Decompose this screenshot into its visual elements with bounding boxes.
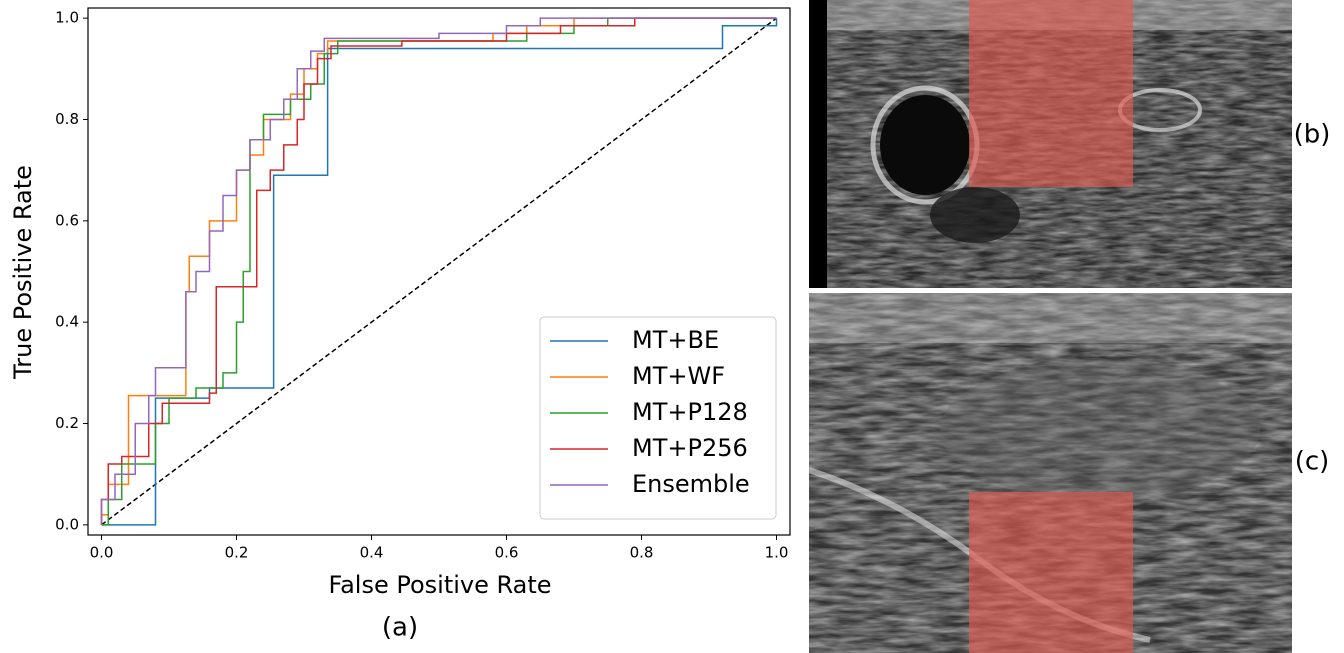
plot: 0.0 0.2 0.4 0.6 0.8 1.0 0.0 0.2 0.4 0.6 0.8 1.0 MT+B…	[55, 7, 791, 562]
legend-label: Ensemble	[632, 470, 750, 498]
legend-label: MT+P256	[632, 434, 748, 462]
y-tick-label: 0.4	[55, 313, 79, 331]
x-tick-label: 0.6	[495, 544, 519, 562]
ultrasound-c	[808, 293, 1292, 653]
roc-line	[100, 17, 777, 525]
roc-line	[101, 17, 777, 526]
panel-label: (a)	[382, 613, 418, 643]
roc-line	[101, 18, 778, 526]
x-axis-label: False Positive Rate	[328, 571, 551, 599]
y-tick-label: 1.0	[55, 9, 79, 27]
roc-line	[100, 17, 777, 525]
legend-box	[539, 316, 777, 520]
legend-label: MT+WF	[632, 362, 725, 390]
y-tick-label: 0.6	[55, 211, 79, 229]
panel-label: (c)	[1295, 447, 1330, 477]
legend-label: MT+P128	[632, 398, 748, 426]
y-tick-label: 0.2	[55, 414, 79, 432]
reference-line	[101, 17, 777, 526]
y-tick-label: 0.0	[55, 515, 79, 533]
x-tick-label: 0.4	[360, 544, 384, 562]
legend-label: MT+BE	[632, 326, 719, 354]
plot-frame	[87, 7, 791, 536]
x-tick-label: 1.0	[765, 544, 789, 562]
y-tick-label: 0.8	[55, 110, 79, 128]
roc-line	[100, 17, 777, 525]
x-tick-label: 0.2	[225, 544, 249, 562]
x-tick-label: 0.8	[630, 544, 654, 562]
ultrasound-b	[809, 0, 1292, 288]
y-axis-label: True Positive Rate	[9, 165, 37, 380]
x-tick-label: 0.0	[90, 544, 114, 562]
panel-label: (b)	[1294, 120, 1331, 150]
